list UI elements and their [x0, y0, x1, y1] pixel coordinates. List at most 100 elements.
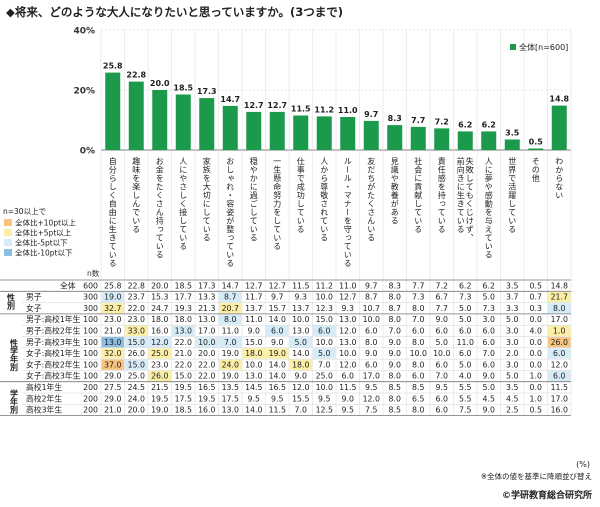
- table-cell: 9.0: [389, 349, 401, 358]
- bar: [363, 120, 379, 150]
- table-cell: 19.0: [151, 406, 168, 415]
- table-cell: 13.5: [222, 383, 239, 392]
- table-cell: 21.3: [198, 304, 215, 313]
- table-cell: 8.0: [412, 360, 424, 369]
- footnote: ※全体の値を基準に降順並び替え: [480, 472, 592, 481]
- table-cell: 8.0: [224, 315, 236, 324]
- table-cell: 7.3: [459, 293, 471, 302]
- table-cell: 10.0: [433, 349, 450, 358]
- category-label: 一生懸命努力をしている: [273, 157, 282, 251]
- table-cell: 12.3: [316, 304, 333, 313]
- table-cell: 29.0: [104, 394, 121, 403]
- table-cell: 2.5: [506, 406, 518, 415]
- table-cell: 0.5: [530, 406, 542, 415]
- data-label: 7.2: [435, 117, 449, 126]
- table-cell: 19.5: [151, 394, 168, 403]
- table-cell: 9.7: [365, 281, 377, 290]
- category-label: 社会に貢献している: [414, 156, 423, 233]
- table-cell: 12.0: [363, 394, 380, 403]
- table-cell: 17.5: [175, 394, 192, 403]
- table-cell: 17.0: [198, 327, 215, 336]
- table-cell: 37.0: [104, 360, 121, 369]
- table-cell: 1.0: [530, 394, 542, 403]
- y-tick-label: 0%: [80, 147, 95, 157]
- table-cell: 10.0: [316, 338, 333, 347]
- table-cell: 0.0: [530, 360, 542, 369]
- table-cell: 12.0: [339, 327, 356, 336]
- table-cell: 22.0: [198, 372, 215, 381]
- table-cell: 12.7: [269, 281, 286, 290]
- table-cell: 18.5: [175, 406, 192, 415]
- table-cell: 6.0: [365, 327, 377, 336]
- highlight-cell: [313, 348, 336, 359]
- table-cell: 6.0: [365, 360, 377, 369]
- table-cell: 4.0: [459, 372, 471, 381]
- table-cell: 10.0: [410, 349, 427, 358]
- row-label: 女子:高校3年生: [26, 371, 81, 381]
- table-cell: 13.7: [245, 304, 262, 313]
- highlight-cell: [548, 370, 571, 382]
- category-label: その他: [531, 157, 540, 183]
- table-cell: 20.7: [222, 304, 239, 313]
- highlight-cell: [289, 359, 312, 370]
- table-cell: 6.2: [459, 281, 471, 290]
- table-cell: 15.0: [316, 315, 333, 324]
- table-cell: 13.0: [339, 315, 356, 324]
- table-cell: 22.0: [128, 304, 145, 313]
- highlight-cell: [548, 337, 571, 348]
- table-cell: 5.0: [459, 304, 471, 313]
- table-cell: 16.0: [151, 327, 168, 336]
- key-label: 全体比+10pt以上: [15, 218, 77, 228]
- table-cell: 16.5: [269, 383, 286, 392]
- bar: [128, 81, 144, 150]
- key-heading: n=30以上で: [3, 207, 46, 216]
- table-cell: 14.0: [269, 372, 286, 381]
- category-label: 人に夢や感動を与えている: [484, 157, 493, 259]
- table-cell: 6.0: [553, 372, 565, 381]
- table-cell: 7.7: [436, 304, 448, 313]
- table-cell: 11.0: [339, 281, 356, 290]
- table-cell: 5.0: [506, 315, 518, 324]
- table-cell: 16.0: [551, 406, 568, 415]
- table-cell: 5.0: [318, 349, 330, 358]
- table-cell: 19.0: [269, 349, 286, 358]
- table-cell: 9.5: [248, 394, 260, 403]
- table-cell: 6.0: [412, 327, 424, 336]
- highlight-cell: [219, 303, 242, 314]
- bar: [434, 128, 450, 150]
- data-label: 14.7: [220, 95, 240, 104]
- table-cell: 3.0: [483, 315, 495, 324]
- table-cell: 7.0: [436, 372, 448, 381]
- table-cell: 13.0: [245, 372, 262, 381]
- data-label: 0.5: [529, 138, 544, 147]
- row-n: 300: [83, 293, 98, 302]
- table-cell: 9.5: [342, 406, 354, 415]
- table-cell: 19.0: [104, 293, 121, 302]
- table-cell: 11.0: [457, 338, 474, 347]
- table-cell: 8.7: [224, 293, 236, 302]
- table-cell: 32.0: [104, 349, 121, 358]
- table-cell: 14.0: [269, 315, 286, 324]
- table-cell: 8.0: [365, 338, 377, 347]
- table-cell: 9.5: [436, 383, 448, 392]
- table-cell: 8.0: [412, 338, 424, 347]
- table-cell: 9.3: [295, 293, 307, 302]
- table-cell: 22.8: [128, 281, 145, 290]
- table-cell: 23.7: [128, 293, 145, 302]
- table-cell: 5.0: [459, 315, 471, 324]
- table-cell: 32.7: [104, 304, 121, 313]
- row-n: 100: [83, 338, 98, 347]
- table-cell: 4.5: [483, 394, 495, 403]
- table-cell: 25.0: [316, 372, 333, 381]
- table-cell: 8.0: [553, 304, 565, 313]
- table-cell: 7.3: [412, 293, 424, 302]
- highlight-cell: [548, 325, 571, 336]
- table-cell: 0.0: [530, 338, 542, 347]
- table-cell: 17.3: [198, 281, 215, 290]
- category-label: ルール・マナーを守っている: [343, 157, 352, 268]
- highlight-cell: [148, 348, 171, 359]
- table-cell: 9.0: [483, 372, 495, 381]
- table-cell: 5.0: [295, 338, 307, 347]
- data-label: 14.8: [549, 95, 569, 104]
- table-cell: 14.0: [292, 349, 309, 358]
